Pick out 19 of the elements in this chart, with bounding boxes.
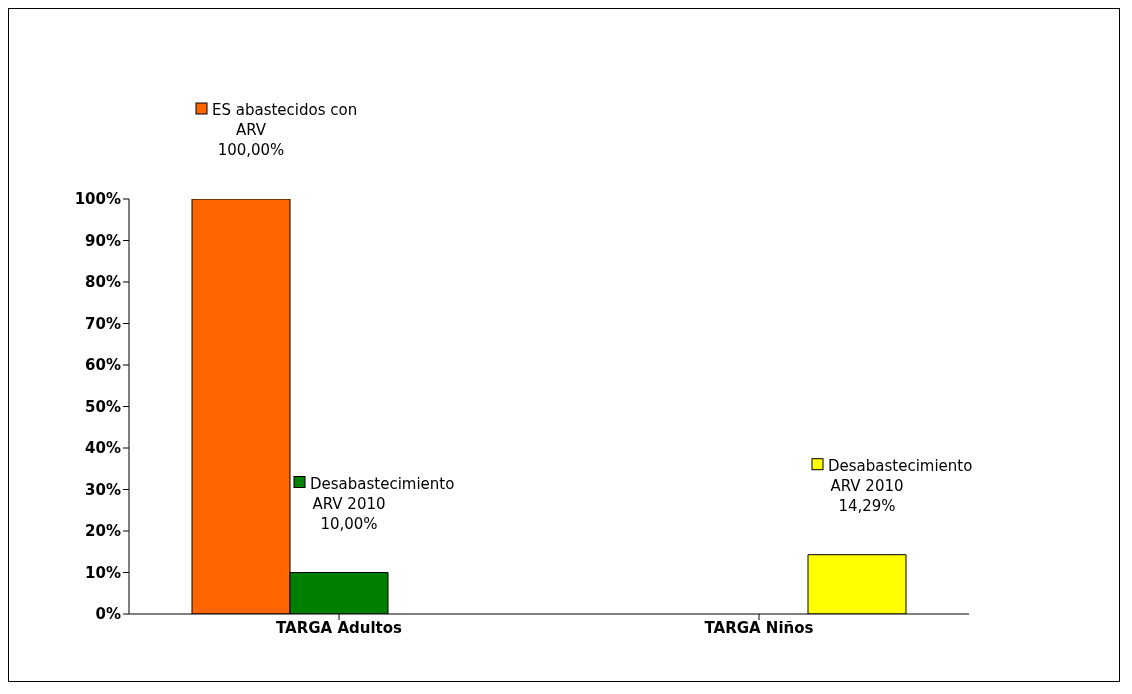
data-label: 10,00%	[320, 514, 378, 533]
y-tick-label: 100%	[74, 190, 121, 209]
data-label: 100,00%	[217, 141, 285, 159]
y-tick-label: 30%	[85, 480, 121, 499]
legend-label: ES abastecidos con ARV	[212, 101, 358, 139]
y-tick-label: 80%	[85, 273, 121, 292]
legend-label: Desabastecimiento ARV 2010	[310, 474, 455, 513]
y-tick-label: 90%	[85, 231, 121, 250]
y-tick-label: 50%	[85, 397, 121, 416]
y-tick-label: 10%	[85, 563, 121, 582]
y-tick-label: 40%	[85, 439, 121, 458]
legend-label: Desabastecimiento ARV 2010	[828, 456, 973, 495]
y-tick-label: 0%	[95, 605, 121, 624]
y-tick-label: 60%	[85, 356, 121, 375]
data-label: 14,29%	[838, 496, 896, 515]
y-tick-label: 20%	[85, 522, 121, 541]
x-tick-label: TARGA Adultos	[276, 618, 403, 637]
x-tick-label: TARGA Niños	[704, 618, 814, 637]
y-tick-label: 70%	[85, 314, 121, 333]
